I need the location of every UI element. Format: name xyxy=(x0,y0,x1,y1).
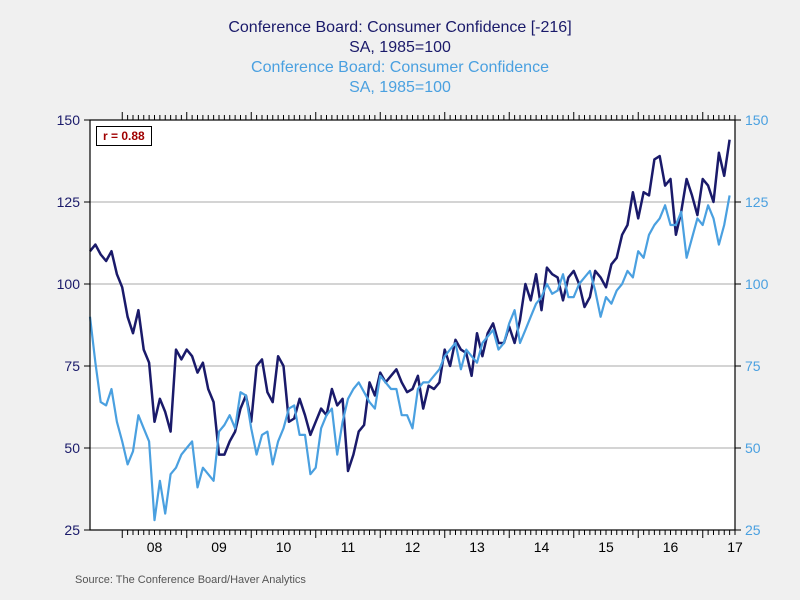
svg-text:50: 50 xyxy=(745,440,761,456)
svg-text:150: 150 xyxy=(57,112,81,128)
svg-text:150: 150 xyxy=(745,112,769,128)
title-line-2: Conference Board: Consumer Confidence xyxy=(0,58,800,78)
svg-text:14: 14 xyxy=(534,539,550,555)
svg-text:50: 50 xyxy=(64,440,80,456)
svg-text:17: 17 xyxy=(727,539,743,555)
source-text: Source: The Conference Board/Haver Analy… xyxy=(75,574,306,586)
chart-container: 0809101112131415161725507510012515025507… xyxy=(0,0,800,600)
svg-text:75: 75 xyxy=(64,358,80,374)
svg-text:75: 75 xyxy=(745,358,761,374)
svg-text:08: 08 xyxy=(147,539,163,555)
svg-text:10: 10 xyxy=(276,539,292,555)
svg-text:100: 100 xyxy=(57,276,81,292)
svg-text:11: 11 xyxy=(341,539,356,555)
svg-text:12: 12 xyxy=(405,539,421,555)
svg-text:100: 100 xyxy=(745,276,769,292)
svg-text:15: 15 xyxy=(598,539,614,555)
svg-text:16: 16 xyxy=(663,539,679,555)
title-line-1: SA, 1985=100 xyxy=(0,38,800,58)
svg-text:125: 125 xyxy=(745,194,769,210)
svg-text:25: 25 xyxy=(64,522,80,538)
svg-text:25: 25 xyxy=(745,522,761,538)
svg-text:09: 09 xyxy=(211,539,227,555)
title-line-0: Conference Board: Consumer Confidence [-… xyxy=(0,18,800,38)
correlation-box: r = 0.88 xyxy=(96,126,152,146)
title-line-3: SA, 1985=100 xyxy=(0,78,800,98)
svg-text:13: 13 xyxy=(469,539,485,555)
svg-text:125: 125 xyxy=(57,194,81,210)
